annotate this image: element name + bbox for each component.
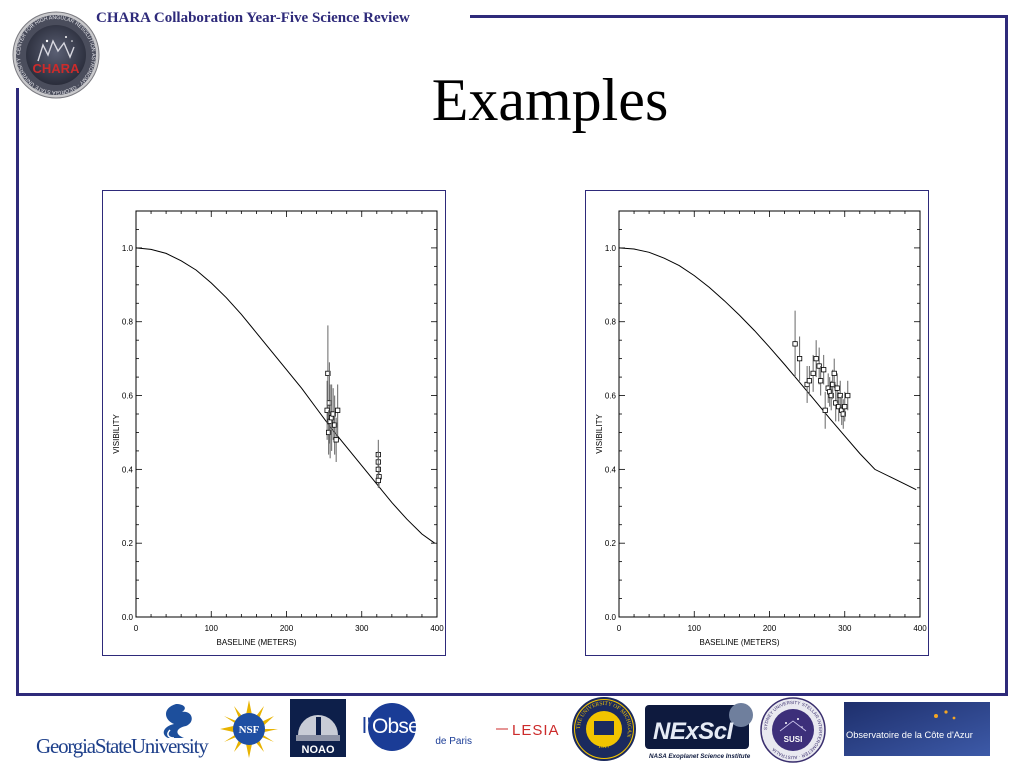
header-title: CHARA Collaboration Year-Five Science Re… — [96, 10, 410, 26]
y-tick-label: 0.2 — [605, 539, 617, 548]
data-point — [837, 392, 843, 399]
frame-bottom-line — [16, 693, 1008, 696]
y-tick-label: 0.0 — [122, 613, 134, 622]
noao-logo: NOAO — [290, 699, 346, 757]
nexsci-logo-sub: NASA Exoplanet Science Institute — [649, 753, 751, 760]
lesia-logo-text: LESIA — [512, 722, 560, 739]
y-tick-label: 1.0 — [122, 244, 134, 253]
plot-frame — [135, 210, 438, 618]
data-point — [813, 356, 819, 362]
noao-logo-text: NOAO — [302, 744, 335, 756]
visibility-chart-right: 0 100 200 300 400 0.0 0.2 0.4 0.6 0.8 1.0 BASELINE … — [595, 210, 927, 647]
data-point — [816, 363, 822, 369]
frame-right-line — [1005, 15, 1008, 695]
data-point — [840, 411, 846, 417]
y-tick-label: 0.4 — [122, 465, 134, 474]
data-point — [821, 367, 827, 373]
nexsci-logo-text: NExScI — [653, 718, 735, 745]
gsu-logo: GeorgiaStateUniversity — [36, 700, 216, 764]
data-point — [806, 378, 812, 384]
data-point — [833, 400, 839, 406]
y-tick-label: 0.4 — [605, 465, 617, 474]
data-point — [836, 404, 842, 410]
x-tick-label: 200 — [763, 624, 777, 633]
y-tick-label: 1.0 — [605, 244, 617, 253]
x-tick-label: 400 — [430, 624, 444, 633]
chart-panel-right: 0 100 200 300 400 0.0 0.2 0.4 0.6 0.8 1.0 BASELINE … — [585, 190, 929, 656]
data-point — [796, 356, 803, 362]
data-point — [845, 392, 851, 399]
x-axis-label: BASELINE (METERS) — [699, 638, 779, 647]
observatoire-prefix: l' — [362, 713, 371, 738]
nsf-logo: NSF — [220, 700, 278, 758]
data-point — [828, 392, 834, 399]
gsu-logo-text: GeorgiaStateUniversity — [36, 734, 209, 758]
model-curve — [618, 247, 917, 491]
model-curve — [135, 247, 435, 544]
data-point — [834, 385, 840, 391]
chara-logo-text: CHARA — [33, 61, 81, 76]
chart-panel-left: 0 100 200 300 400 0.0 0.2 0.4 0.6 0.8 1.0 BASELINE … — [102, 190, 446, 656]
y-axis-label: VISIBILITY — [595, 414, 604, 454]
x-tick-label: 300 — [355, 624, 369, 633]
susi-logo-text: SUSI — [784, 735, 803, 744]
x-tick-label: 0 — [134, 624, 139, 633]
x-tick-label: 100 — [688, 624, 702, 633]
data-point — [332, 422, 338, 428]
frame-top-line — [470, 15, 1008, 18]
data-point — [830, 381, 836, 388]
oca-logo: Observatoire de la Côte d'Azur — [844, 702, 990, 756]
x-tick-label: 0 — [617, 624, 622, 633]
data-point — [822, 407, 828, 413]
oca-logo-text: Observatoire de la Côte d'Azur — [846, 730, 973, 740]
visibility-chart-left: 0 100 200 300 400 0.0 0.2 0.4 0.6 0.8 1.0 BASELINE … — [112, 210, 444, 647]
y-tick-label: 0.6 — [605, 392, 617, 401]
y-tick-label: 0.8 — [605, 318, 617, 327]
data-point — [375, 466, 381, 472]
susi-logo: SYDNEY UNIVERSITY STELLAR INTERFEROMETER… — [760, 697, 826, 763]
data-point — [792, 341, 798, 347]
x-tick-label: 300 — [838, 624, 852, 633]
data-point — [818, 378, 824, 384]
x-tick-label: 400 — [913, 624, 927, 633]
data-point — [810, 370, 816, 376]
data-point — [325, 370, 331, 376]
nsf-logo-text: NSF — [239, 724, 260, 736]
page-title: Examples — [431, 67, 669, 133]
y-tick-label: 0.2 — [122, 539, 134, 548]
nexsci-logo: NExScI NASA Exoplanet Science Institute — [645, 701, 755, 761]
observatoire-paris-logo: l' Observatoire de Paris — [360, 700, 490, 756]
observatoire-name: Observatoire — [372, 715, 483, 738]
data-point — [330, 411, 336, 417]
plot-frame — [618, 210, 921, 618]
data-point — [324, 407, 330, 413]
chara-logo: CENTER FOR HIGH ANGULAR RESOLUTION ASTRO… — [12, 11, 100, 99]
data-point — [333, 437, 339, 443]
data-point — [831, 370, 837, 376]
y-tick-label: 0.0 — [605, 613, 617, 622]
data-point — [842, 404, 848, 410]
data-point — [335, 407, 341, 413]
y-tick-label: 0.6 — [122, 392, 134, 401]
michigan-seal-year: 1817 — [598, 744, 610, 750]
lesia-logo: LESIA — [496, 716, 566, 742]
x-tick-label: 100 — [205, 624, 219, 633]
observatoire-sub: de Paris — [435, 736, 472, 747]
x-tick-label: 200 — [280, 624, 294, 633]
data-point — [326, 429, 332, 436]
data-point — [375, 477, 381, 484]
michigan-seal-logo: THE UNIVERSITY OF MICHIGAN 1817 — [572, 697, 636, 761]
frame-left-line — [16, 88, 19, 696]
y-axis-label: VISIBILITY — [112, 414, 121, 454]
y-tick-label: 0.8 — [122, 318, 134, 327]
data-point — [326, 400, 332, 406]
x-axis-label: BASELINE (METERS) — [216, 638, 296, 647]
